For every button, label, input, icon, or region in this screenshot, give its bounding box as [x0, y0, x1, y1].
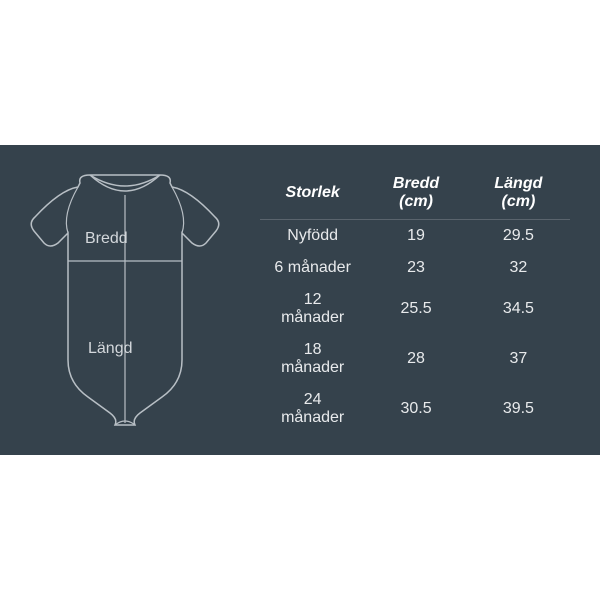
cell-width: 30.5 — [365, 384, 466, 434]
table-body: Nyfödd 19 29.5 6 månader 23 32 12 månade… — [260, 219, 570, 434]
cell-size: 12 månader — [260, 284, 365, 334]
diagram-length-label: Längd — [88, 340, 133, 358]
table-row: 24 månader 30.5 39.5 — [260, 384, 570, 434]
col-width: Bredd (cm) — [365, 167, 466, 220]
cell-size: 18 månader — [260, 334, 365, 384]
cell-length: 37 — [467, 334, 570, 384]
cell-length: 34.5 — [467, 284, 570, 334]
table-row: 12 månader 25.5 34.5 — [260, 284, 570, 334]
size-chart-panel: Bredd Längd Storlek Bredd (cm) Längd (cm… — [0, 145, 600, 455]
cell-width: 25.5 — [365, 284, 466, 334]
col-size: Storlek — [260, 167, 365, 220]
table-row: Nyfödd 19 29.5 — [260, 219, 570, 252]
cell-length: 32 — [467, 252, 570, 284]
table-row: 18 månader 28 37 — [260, 334, 570, 384]
cell-width: 23 — [365, 252, 466, 284]
cell-length: 29.5 — [467, 219, 570, 252]
cell-width: 28 — [365, 334, 466, 384]
size-table: Storlek Bredd (cm) Längd (cm) Nyfödd 19 … — [260, 167, 570, 434]
cell-length: 39.5 — [467, 384, 570, 434]
table-row: 6 månader 23 32 — [260, 252, 570, 284]
bodysuit-outline — [20, 165, 230, 435]
cell-size: 6 månader — [260, 252, 365, 284]
diagram-width-label: Bredd — [85, 230, 128, 248]
col-length: Längd (cm) — [467, 167, 570, 220]
cell-size: 24 månader — [260, 384, 365, 434]
cell-size: Nyfödd — [260, 219, 365, 252]
garment-diagram: Bredd Längd — [20, 165, 230, 435]
cell-width: 19 — [365, 219, 466, 252]
table-header-row: Storlek Bredd (cm) Längd (cm) — [260, 167, 570, 220]
